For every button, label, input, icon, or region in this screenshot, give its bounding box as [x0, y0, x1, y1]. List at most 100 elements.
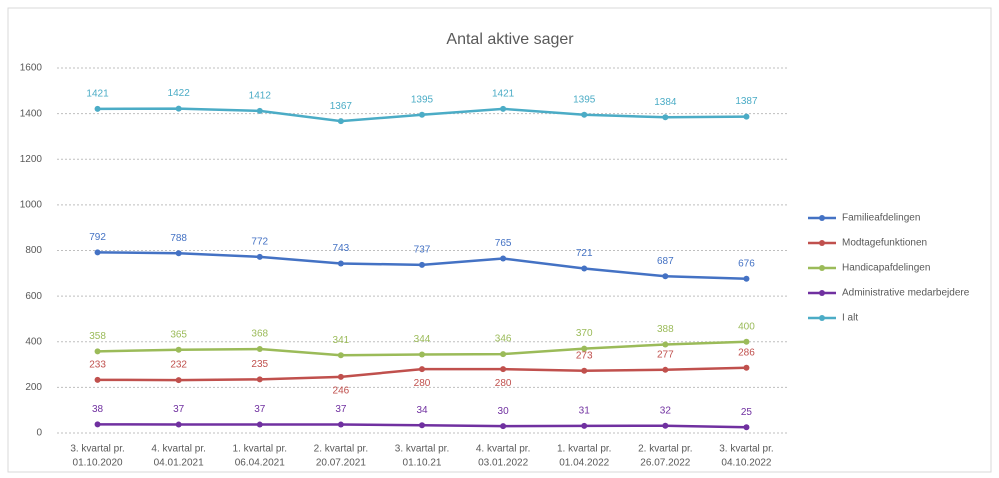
- point: [743, 364, 750, 371]
- data-label: 370: [576, 328, 593, 339]
- data-label: 743: [333, 243, 350, 254]
- data-label: 1384: [654, 97, 677, 108]
- point: [175, 346, 182, 353]
- data-label: 400: [738, 321, 755, 332]
- point: [743, 275, 750, 282]
- point: [581, 345, 588, 352]
- legend-label: Handicapafdelingen: [842, 263, 930, 274]
- data-label: 737: [414, 245, 431, 256]
- data-label: 676: [738, 258, 755, 269]
- data-label: 37: [335, 404, 347, 415]
- x-tick-label: 1. kvartal pr.: [233, 444, 287, 455]
- data-label: 792: [89, 232, 106, 243]
- point: [256, 421, 263, 428]
- legend-marker: [819, 290, 825, 296]
- x-tick-label: 2. kvartal pr.: [314, 444, 368, 455]
- data-label: 765: [495, 238, 512, 249]
- point: [581, 265, 588, 272]
- point: [743, 113, 750, 120]
- data-label: 273: [576, 350, 593, 361]
- point: [94, 421, 101, 428]
- y-tick-label: 600: [25, 291, 42, 302]
- x-tick-label: 3. kvartal pr.: [719, 444, 773, 455]
- point: [256, 107, 263, 114]
- legend-label: Familieafdelingen: [842, 213, 920, 224]
- point: [419, 261, 425, 268]
- x-tick-label: 4. kvartal pr.: [151, 444, 205, 455]
- x-tick-label: 4. kvartal pr.: [476, 444, 530, 455]
- data-label: 368: [251, 329, 268, 340]
- data-label: 30: [498, 406, 510, 417]
- y-tick-label: 1000: [20, 200, 43, 211]
- data-label: 1421: [492, 88, 515, 99]
- y-tick-label: 200: [25, 382, 42, 393]
- point: [500, 255, 507, 262]
- x-tick-label: 06.04.2021: [235, 458, 285, 469]
- point: [662, 341, 669, 348]
- point: [743, 338, 750, 345]
- point: [337, 118, 344, 125]
- data-label: 1387: [735, 96, 758, 107]
- y-tick-label: 1600: [20, 63, 43, 74]
- point: [581, 422, 588, 429]
- x-tick-label: 04.01.2021: [154, 458, 204, 469]
- data-label: 1412: [249, 91, 272, 102]
- y-tick-label: 1200: [20, 154, 43, 165]
- point: [337, 352, 344, 359]
- data-label: 358: [89, 331, 106, 342]
- legend-marker: [819, 215, 825, 221]
- data-label: 232: [170, 360, 187, 371]
- data-label: 1395: [411, 94, 434, 105]
- data-label: 687: [657, 256, 674, 267]
- x-tick-label: 20.07.2021: [316, 458, 366, 469]
- x-tick-label: 01.10.2020: [73, 458, 123, 469]
- legend-label: Modtagefunktionen: [842, 238, 927, 249]
- data-label: 772: [251, 237, 268, 248]
- point: [175, 250, 182, 257]
- data-label: 37: [173, 404, 185, 415]
- point: [337, 260, 344, 267]
- chart-title: Antal aktive sager: [446, 31, 574, 48]
- point: [94, 105, 101, 112]
- x-tick-label: 3. kvartal pr.: [70, 444, 124, 455]
- x-tick-label: 03.01.2022: [478, 458, 528, 469]
- point: [256, 376, 263, 383]
- x-tick-label: 1. kvartal pr.: [557, 444, 611, 455]
- x-tick-label: 04.10.2022: [721, 458, 771, 469]
- point: [500, 105, 507, 112]
- x-tick-label: 01.04.2022: [559, 458, 609, 469]
- data-label: 346: [495, 334, 512, 345]
- x-tick-label: 01.10.21: [403, 458, 442, 469]
- data-label: 32: [660, 405, 672, 416]
- point: [743, 424, 750, 431]
- data-label: 1422: [168, 88, 191, 99]
- data-label: 341: [333, 335, 350, 346]
- point: [419, 422, 425, 429]
- data-label: 280: [414, 378, 431, 389]
- point: [662, 366, 669, 373]
- point: [500, 423, 507, 430]
- point: [662, 114, 669, 121]
- point: [419, 366, 425, 373]
- point: [419, 111, 425, 118]
- legend-marker: [819, 265, 825, 271]
- data-label: 38: [92, 404, 104, 415]
- point: [662, 422, 669, 429]
- data-label: 25: [741, 407, 753, 418]
- data-label: 344: [414, 334, 431, 345]
- point: [500, 366, 507, 373]
- y-tick-label: 1400: [20, 108, 43, 119]
- data-label: 31: [579, 406, 591, 417]
- legend-marker: [819, 315, 825, 321]
- point: [256, 253, 263, 260]
- x-tick-label: 3. kvartal pr.: [395, 444, 449, 455]
- point: [175, 421, 182, 428]
- point: [337, 421, 344, 428]
- data-label: 1421: [86, 88, 109, 99]
- point: [256, 346, 263, 353]
- point: [337, 373, 344, 380]
- point: [175, 377, 182, 384]
- x-tick-label: 26.07.2022: [640, 458, 690, 469]
- legend-label: Administrative medarbejdere: [842, 288, 970, 299]
